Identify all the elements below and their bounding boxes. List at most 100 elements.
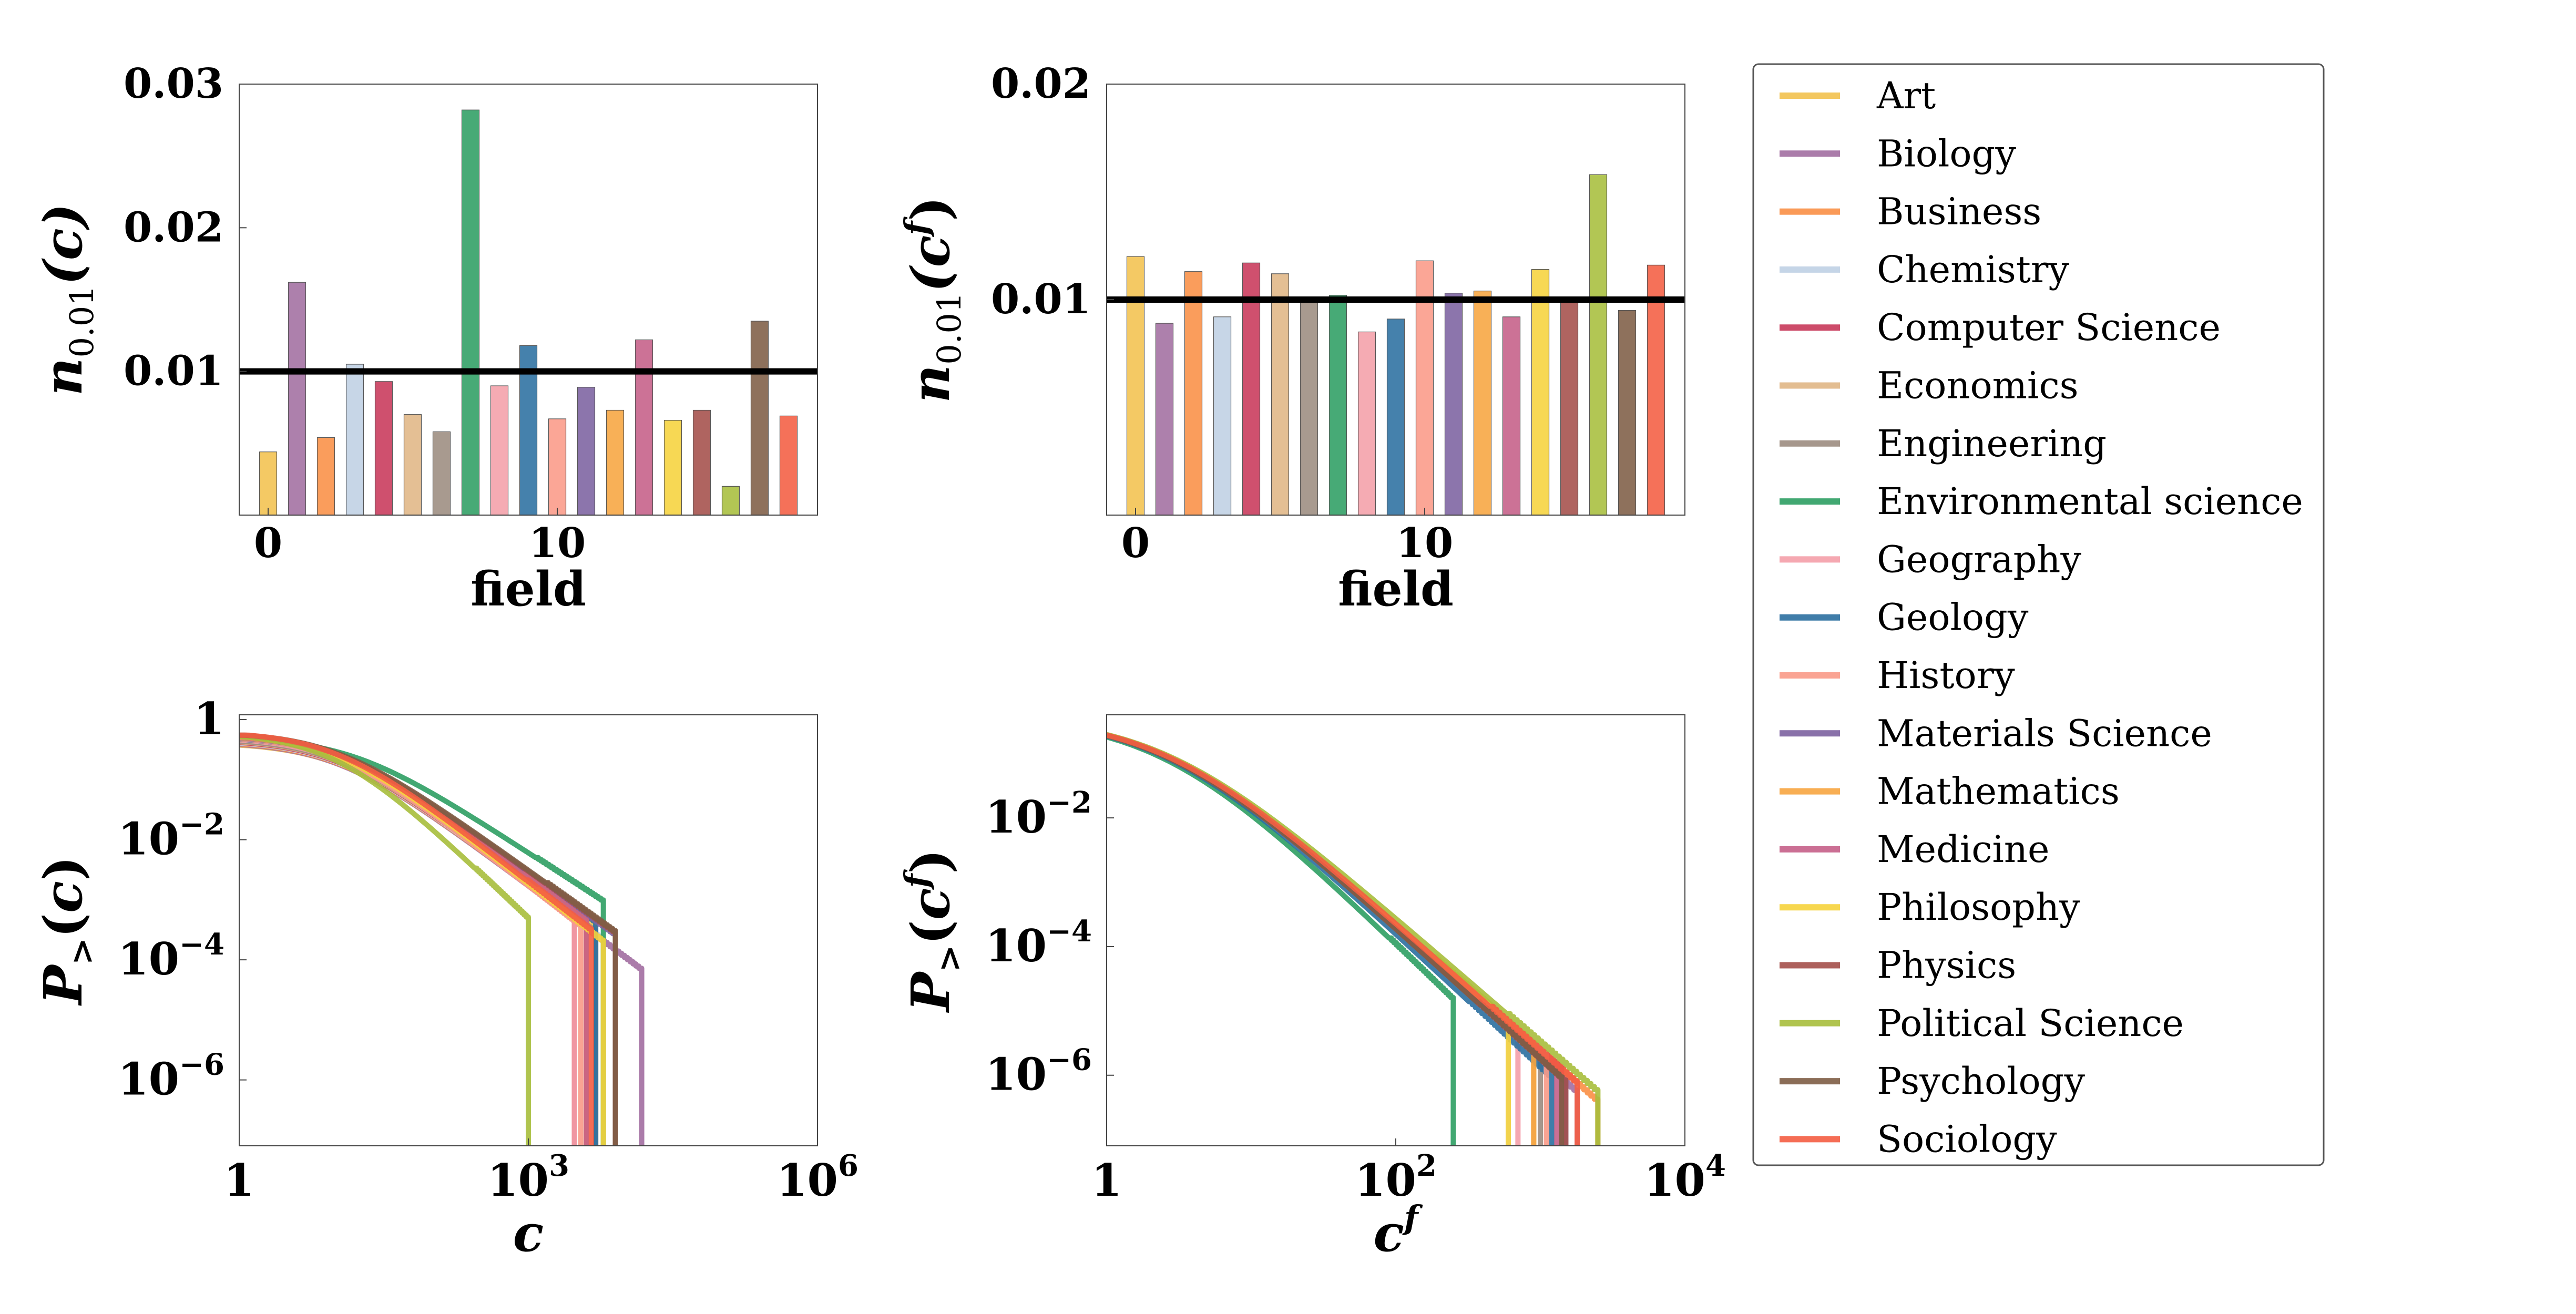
bar-history (548, 418, 567, 516)
legend-label: Environmental science (1877, 480, 2303, 523)
tick-exp: 3 (549, 1148, 569, 1183)
bar-materials-science (1444, 293, 1463, 516)
legend-entry: Chemistry (1780, 248, 2069, 291)
x-tick-label: 0 (254, 519, 282, 567)
legend-box (1752, 63, 2325, 1166)
bar-mathematics (1473, 290, 1492, 516)
x-axis-label: field (471, 561, 586, 617)
x-tick-label: 0 (1121, 519, 1150, 567)
series-line-sociology (239, 732, 594, 1146)
y-label-main: P (899, 971, 962, 1013)
legend-entry: History (1780, 654, 2015, 697)
tick-exp: −6 (1047, 1043, 1092, 1077)
y-label-var: c (32, 881, 94, 913)
bar-biology (288, 282, 306, 516)
tick-exp: −4 (179, 927, 224, 962)
legend-entry: Mathematics (1780, 770, 2120, 813)
legend-entry: Philosophy (1780, 886, 2080, 929)
y-tick-label: 10−2 (118, 807, 224, 865)
legend-entry: Psychology (1780, 1060, 2085, 1103)
tick-exp: −6 (179, 1048, 224, 1082)
x-tick-label: 103 (487, 1148, 569, 1206)
bar-political-science (1589, 174, 1608, 516)
legend-label: Economics (1877, 364, 2079, 407)
y-label-main: P (32, 963, 94, 1006)
legend-entry: Medicine (1780, 828, 2049, 871)
bar-art (259, 451, 278, 516)
bar-chemistry (1213, 316, 1232, 516)
bar-art (1126, 256, 1145, 516)
series-line-political-science (239, 733, 531, 1146)
bar-computer-science (1242, 262, 1261, 516)
tick-base: 10 (1644, 1154, 1705, 1206)
bar-economics (1271, 273, 1290, 516)
y-label-arg: (c) (32, 203, 94, 285)
legend-entry: Physics (1780, 944, 2016, 987)
legend-entry: Political Science (1780, 1002, 2184, 1045)
bar-materials-science (577, 387, 596, 516)
bar-geography (490, 385, 509, 516)
legend-label: Medicine (1877, 828, 2049, 871)
y-label-close: ) (32, 856, 94, 881)
tick-base: 10 (118, 1053, 179, 1105)
x-tick-label: 104 (1644, 1148, 1726, 1206)
x-axis-label: field (1338, 561, 1454, 617)
y-label-open: ( (32, 913, 94, 938)
series-line-political-science (1107, 732, 1601, 1146)
legend-label: Geography (1877, 538, 2081, 581)
legend-entry: Materials Science (1780, 712, 2212, 755)
tick-exp: −2 (179, 807, 224, 842)
series-line-geology (1107, 733, 1555, 1146)
bar-physics (692, 409, 711, 516)
bar-mathematics (606, 409, 625, 516)
tick-exp: 4 (1705, 1148, 1726, 1183)
y-tick-label: 0.02 (124, 203, 223, 251)
y-label-close: ) (899, 849, 962, 874)
tick-exp: 2 (1416, 1148, 1437, 1183)
bar-economics (403, 414, 422, 516)
y-tick-label: 1 (194, 693, 224, 745)
series-line-psychology (1107, 733, 1565, 1146)
y-label-sub: 0.01 (930, 292, 968, 365)
legend-entry: Business (1780, 190, 2041, 233)
y-axis-label: P>(cf) (897, 849, 968, 1013)
x-label-sup: f (1402, 1198, 1423, 1237)
y-label-close: ) (899, 197, 962, 221)
series-line-medicine (1107, 733, 1560, 1146)
legend-entry: Economics (1780, 364, 2079, 407)
x-tick-label: 1 (1091, 1154, 1122, 1206)
bar-chemistry (345, 364, 364, 516)
bar-psychology (750, 321, 769, 516)
legend-label: Physics (1877, 944, 2016, 987)
legend-label: Art (1876, 74, 1936, 117)
bar-geology (1386, 319, 1405, 516)
tick-base: 1 (224, 1154, 254, 1206)
y-tick-label: 10−2 (985, 785, 1092, 843)
legend-label: Psychology (1877, 1060, 2085, 1103)
legend-entry: Art (1780, 74, 1936, 117)
bar-business (1184, 271, 1203, 516)
bar-computer-science (374, 381, 393, 516)
y-tick-label: 0.03 (124, 60, 223, 108)
legend-entry: Geography (1780, 538, 2081, 581)
y-label-arg: (c (899, 235, 962, 292)
bar-environmental-science (461, 109, 480, 516)
tick-base: 10 (118, 933, 179, 985)
x-tick-label: 106 (776, 1148, 858, 1206)
tick-exp: −4 (1047, 914, 1092, 949)
plot-frame (239, 84, 818, 516)
series-line-materials-science (1107, 733, 1569, 1146)
bar-philosophy (663, 419, 682, 516)
y-tick-label: 10−4 (985, 914, 1092, 972)
x-label-main: c (513, 1204, 544, 1263)
legend-entry: Engineering (1780, 422, 2107, 465)
x-tick-label: 10 (1396, 519, 1454, 567)
y-axis-label: n0.01(cf) (897, 197, 968, 403)
series-group (239, 732, 645, 1146)
